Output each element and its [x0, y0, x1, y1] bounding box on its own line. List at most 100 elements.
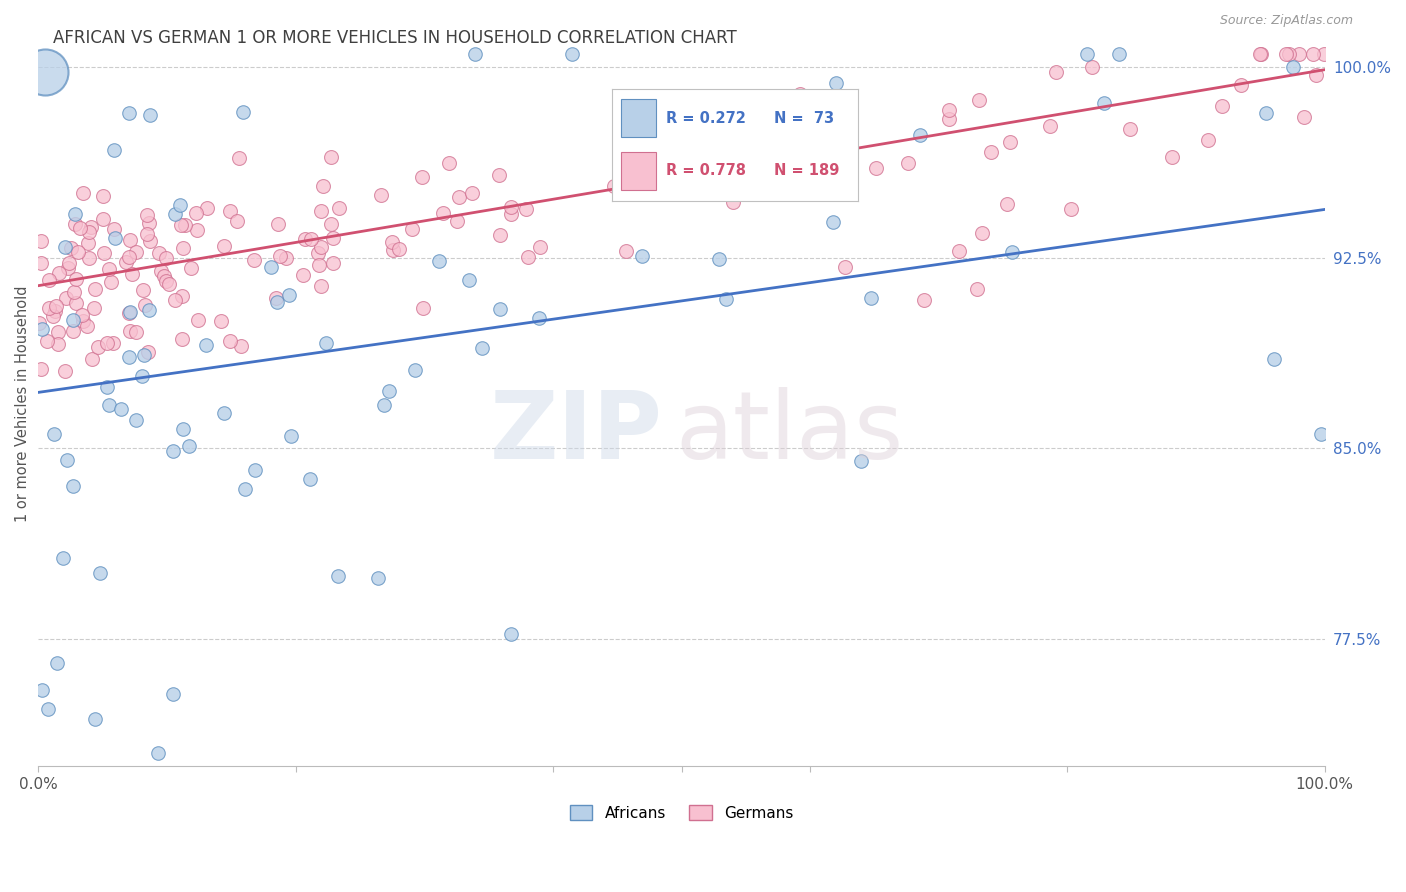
Point	[218, 203, 240, 218]
Point	[447, 190, 470, 204]
Point	[118, 306, 141, 320]
Point	[311, 178, 333, 193]
Point	[118, 250, 141, 264]
Point	[186, 223, 208, 237]
Point	[139, 234, 162, 248]
Point	[1118, 122, 1140, 136]
Point	[72, 186, 94, 201]
Point	[46, 325, 69, 339]
Point	[326, 569, 349, 583]
Point	[1249, 47, 1271, 62]
Point	[378, 384, 401, 399]
Point	[686, 110, 709, 124]
Point	[429, 254, 451, 268]
Point	[212, 239, 235, 253]
Point	[195, 338, 218, 352]
Point	[1254, 106, 1277, 120]
Text: atlas: atlas	[675, 387, 903, 479]
Point	[37, 702, 59, 716]
Point	[673, 180, 696, 194]
Point	[63, 207, 86, 221]
Point	[172, 241, 194, 255]
Point	[299, 232, 322, 246]
Text: AFRICAN VS GERMAN 1 OR MORE VEHICLES IN HOUSEHOLD CORRELATION CHART: AFRICAN VS GERMAN 1 OR MORE VEHICLES IN …	[53, 29, 737, 46]
Point	[31, 682, 53, 697]
Point	[118, 324, 141, 338]
Point	[638, 117, 661, 131]
Point	[501, 627, 523, 641]
Point	[42, 309, 65, 323]
Point	[118, 106, 141, 120]
Point	[80, 219, 103, 234]
Point	[823, 215, 845, 229]
Point	[153, 269, 176, 284]
Point	[115, 255, 138, 269]
Point	[995, 197, 1018, 211]
Point	[527, 310, 550, 325]
Point	[967, 93, 990, 107]
Point	[266, 217, 288, 231]
Point	[226, 214, 249, 228]
Point	[1001, 244, 1024, 259]
Point	[1060, 202, 1083, 217]
Point	[834, 260, 856, 274]
Point	[53, 240, 76, 254]
Point	[93, 246, 115, 260]
Point	[1278, 47, 1301, 62]
Point	[718, 163, 741, 178]
Point	[219, 334, 242, 348]
Point	[849, 454, 872, 468]
Point	[55, 291, 77, 305]
Point	[1039, 119, 1062, 133]
Point	[146, 746, 169, 760]
Point	[87, 340, 110, 354]
Point	[103, 222, 125, 236]
Point	[266, 294, 288, 309]
Point	[97, 399, 120, 413]
Point	[243, 463, 266, 477]
Point	[938, 112, 960, 126]
Point	[488, 168, 510, 182]
Point	[446, 214, 468, 228]
Point	[233, 482, 256, 496]
Point	[70, 309, 93, 323]
Point	[53, 363, 76, 377]
Point	[170, 218, 193, 232]
Point	[789, 87, 811, 102]
Point	[912, 293, 935, 308]
Point	[315, 335, 337, 350]
Point	[162, 444, 184, 458]
Point	[155, 251, 177, 265]
Point	[1108, 47, 1130, 62]
Point	[125, 325, 148, 339]
Point	[35, 334, 58, 348]
Point	[499, 207, 522, 221]
Point	[602, 179, 624, 194]
Point	[165, 293, 187, 307]
Point	[121, 267, 143, 281]
Point	[30, 234, 52, 248]
Point	[63, 285, 86, 300]
Point	[432, 206, 454, 220]
Point	[135, 209, 157, 223]
Point	[124, 413, 146, 427]
Point	[700, 136, 723, 151]
Point	[138, 217, 160, 231]
Point	[84, 713, 107, 727]
Point	[77, 252, 100, 266]
Bar	[621, 152, 655, 189]
Point	[72, 313, 94, 327]
Point	[180, 260, 202, 275]
Point	[464, 47, 486, 62]
Point	[631, 249, 654, 263]
Point	[370, 188, 392, 202]
Point	[96, 380, 118, 394]
Point	[695, 175, 717, 189]
Point	[118, 351, 141, 365]
Point	[170, 289, 193, 303]
Point	[1092, 95, 1115, 110]
Point	[104, 231, 127, 245]
Point	[401, 222, 423, 236]
Point	[765, 118, 787, 132]
Point	[136, 227, 159, 241]
